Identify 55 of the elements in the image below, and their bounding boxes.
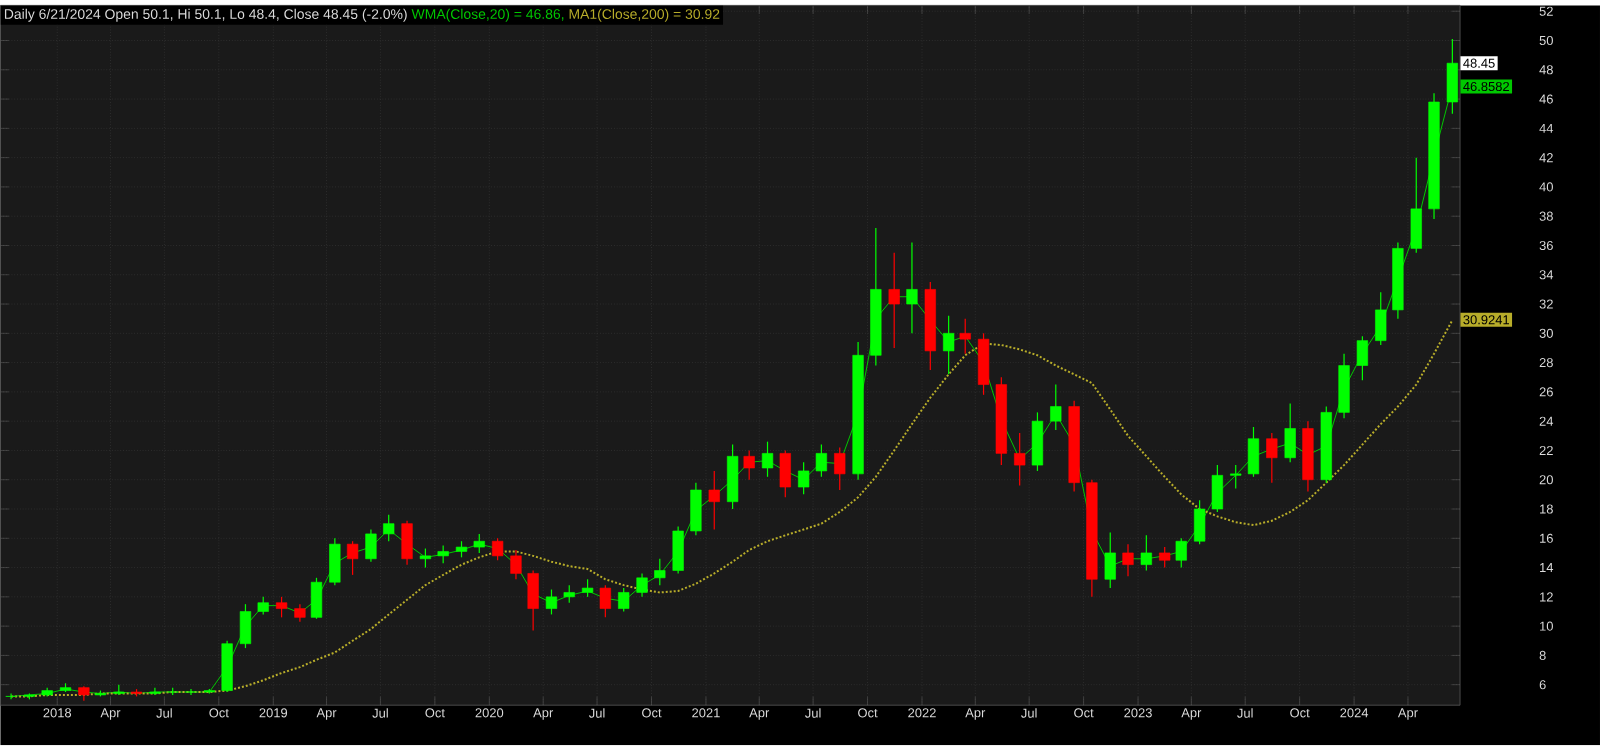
candlestick — [346, 541, 359, 576]
candlestick — [5, 693, 17, 701]
candlestick — [1031, 412, 1044, 472]
candlestick — [1193, 500, 1206, 546]
candlestick — [275, 596, 288, 619]
candlestick — [510, 549, 522, 581]
candlestick — [527, 570, 539, 632]
candlestick — [1014, 432, 1026, 487]
candlestick — [726, 444, 739, 511]
candlestick — [618, 587, 630, 613]
candlestick — [654, 558, 666, 587]
candlestick — [310, 577, 323, 620]
candlestick — [977, 333, 990, 396]
candlestick — [1284, 403, 1296, 464]
candlestick — [419, 548, 432, 569]
candlestick — [1446, 38, 1458, 115]
candlestick — [1211, 464, 1223, 513]
candlestick — [943, 315, 955, 376]
candlestick — [743, 450, 755, 481]
candlestick — [401, 520, 413, 566]
candlestick — [798, 461, 810, 496]
candlestick — [672, 526, 684, 575]
candlestick — [1140, 535, 1152, 572]
candlestick — [888, 252, 900, 349]
candlestick — [815, 444, 828, 478]
candlestick — [1050, 384, 1062, 431]
candlestick — [545, 589, 558, 616]
candlestick — [185, 688, 197, 696]
candlestick — [1410, 157, 1422, 254]
candlestick — [834, 447, 846, 491]
candlestick — [1175, 538, 1187, 569]
candlestick — [599, 584, 611, 619]
candlestick — [365, 529, 377, 563]
candlestick — [906, 242, 918, 335]
candlestick — [221, 640, 233, 694]
candlestick — [1159, 546, 1171, 569]
candlestick — [491, 538, 504, 562]
candlestick — [383, 514, 395, 543]
candlestick — [329, 538, 341, 587]
candlestick — [1356, 336, 1369, 382]
candlestick — [959, 318, 971, 355]
candlestick — [1230, 464, 1242, 490]
candlestick — [1247, 426, 1260, 478]
candlestick — [636, 573, 648, 598]
candlestick — [761, 441, 774, 478]
candlestick — [1122, 543, 1134, 578]
candlestick — [779, 450, 791, 499]
candlestick — [473, 533, 485, 554]
candlestick — [239, 603, 252, 650]
candlestick — [708, 470, 720, 531]
candlestick — [690, 482, 702, 537]
candlestick — [1104, 532, 1116, 590]
candlestick — [1375, 292, 1387, 347]
candlestick — [1338, 353, 1350, 420]
candlestick — [1266, 432, 1278, 484]
